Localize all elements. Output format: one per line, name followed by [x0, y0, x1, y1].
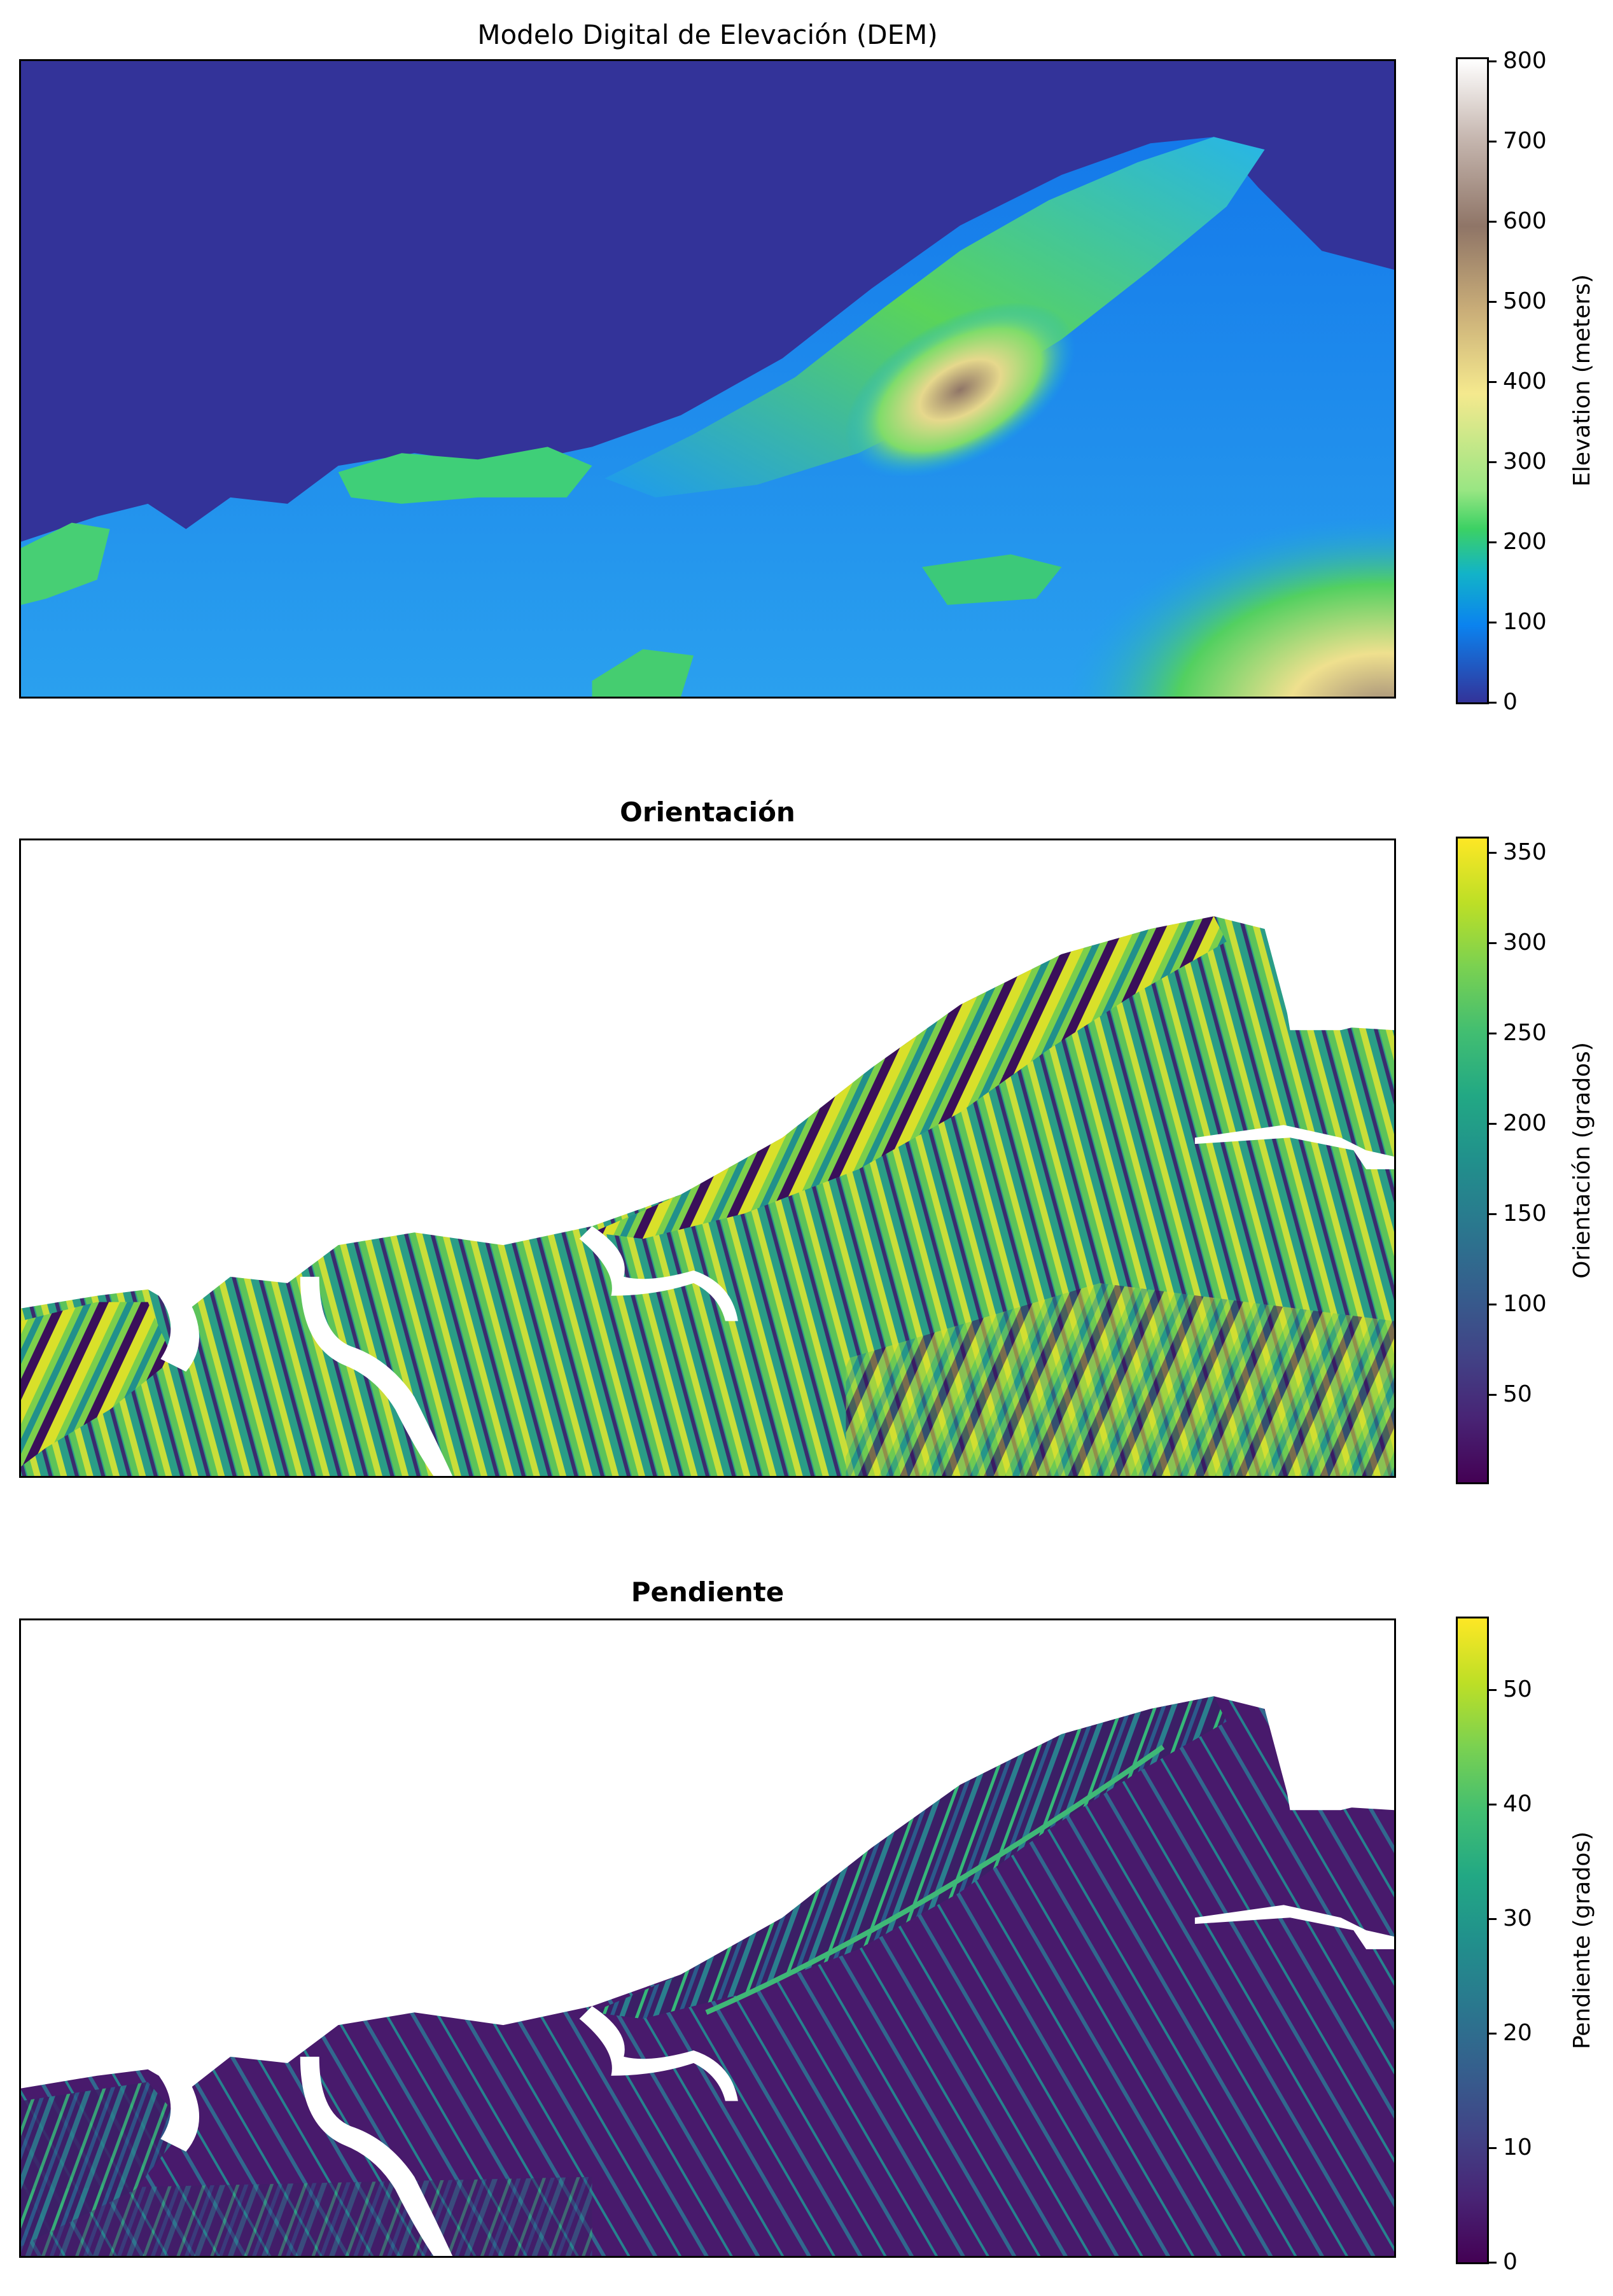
aspect-title: Orientación: [620, 797, 795, 828]
slope-title: Pendiente: [631, 1576, 785, 1608]
dem-raster: [21, 61, 1394, 697]
slope-map: [19, 1618, 1396, 2258]
dem-map: [19, 59, 1396, 699]
aspect-raster: [21, 916, 1394, 1476]
dem-colorbar: [1456, 57, 1489, 704]
slope-colorbar: [1456, 1617, 1489, 2264]
dem-colorbar-label: Elevation (meters): [1569, 274, 1595, 487]
slope-colorbar-label: Pendiente (grados): [1569, 1831, 1595, 2050]
aspect-colorbar: [1456, 837, 1489, 1484]
aspect-colorbar-label: Orientación (grados): [1569, 1042, 1595, 1279]
aspect-map: [19, 838, 1396, 1478]
slope-raster: [21, 1696, 1394, 2256]
dem-title: Modelo Digital de Elevación (DEM): [477, 19, 938, 50]
